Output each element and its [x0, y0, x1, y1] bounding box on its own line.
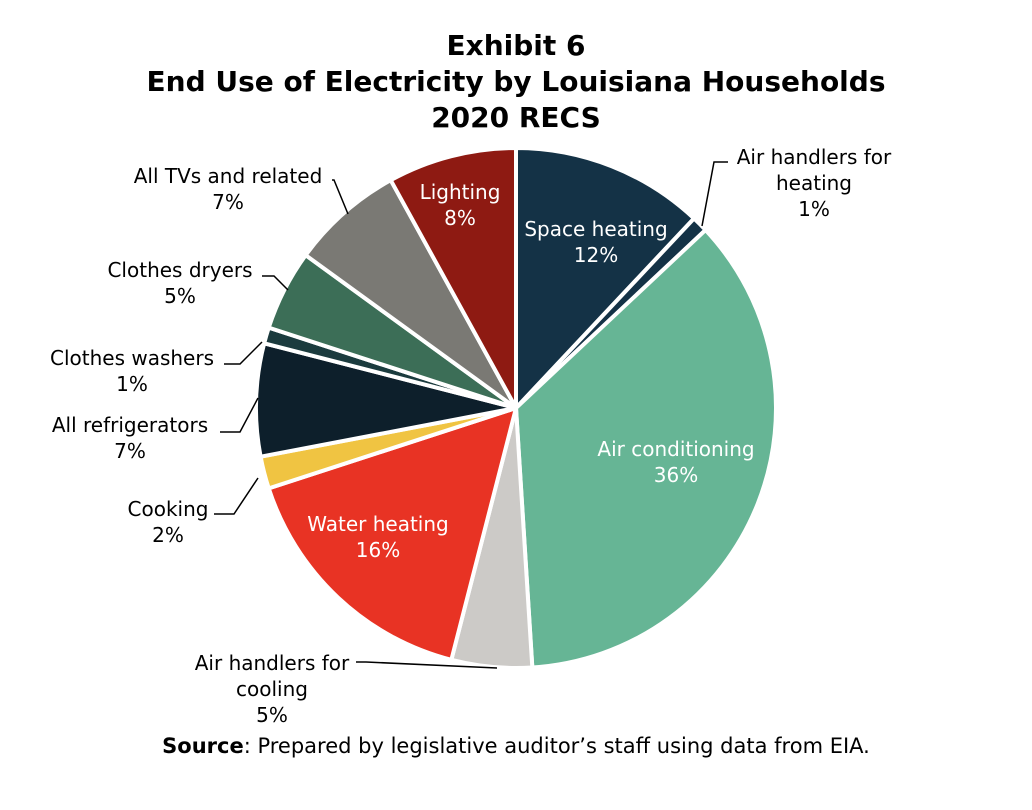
slice-value-label: 36%	[654, 463, 698, 487]
slice-label-air-handlers-for-cooling: Air handlers for cooling 5%	[195, 651, 350, 727]
slice-value-label: 2%	[152, 523, 184, 547]
slice-value-label: 1%	[798, 197, 830, 221]
source-text: : Prepared by legislative auditor’s staf…	[243, 734, 870, 758]
slice-name-label: heating	[776, 171, 852, 195]
slice-label-water-heating: Water heating 16%	[307, 512, 448, 562]
slice-value-label: 12%	[574, 243, 618, 267]
pie-slice-water-heating	[266, 406, 518, 662]
slice-name-label: Air handlers for	[195, 651, 350, 675]
chart-title-line-1: Exhibit 6	[446, 29, 586, 62]
chart-title-line-3: 2020 RECS	[431, 101, 601, 134]
slice-label-lighting: Lighting 8%	[420, 180, 501, 230]
leader-line-clothes-washers	[224, 341, 263, 365]
source-note: Source: Prepared by legislative auditor’…	[0, 734, 1032, 758]
slice-name-label: Lighting	[420, 180, 501, 204]
slice-name-label: Clothes dryers	[107, 258, 252, 282]
source-label: Source	[162, 734, 244, 758]
slice-label-air-conditioning: Air conditioning 36%	[597, 437, 754, 487]
slice-name-label: cooling	[236, 677, 308, 701]
pie-chart: Space heating 12%Air handlers for heating 1…	[50, 145, 892, 727]
slice-value-label: 5%	[164, 284, 196, 308]
pie-slice-lighting	[388, 146, 518, 410]
leader-line-all-refrigerators	[220, 397, 259, 433]
slice-label-air-handlers-for-heating: Air handlers for heating 1%	[737, 145, 892, 221]
slice-value-label: 8%	[444, 206, 476, 230]
slice-value-label: 5%	[256, 703, 288, 727]
slice-value-label: 16%	[356, 538, 400, 562]
slice-name-label: All TVs and related	[134, 164, 323, 188]
slice-label-all-refrigerators: All refrigerators 7%	[52, 413, 208, 463]
leader-line-air-handlers-for-heating	[701, 161, 728, 227]
pie-slice-space-heating	[514, 146, 696, 410]
slice-name-label: Air conditioning	[597, 437, 754, 461]
slice-name-label: Water heating	[307, 512, 448, 536]
slice-label-clothes-washers: Clothes washers 1%	[50, 346, 214, 396]
slice-label-space-heating: Space heating 12%	[524, 217, 667, 267]
leader-line-all-tvs-and-related	[332, 179, 349, 215]
slice-name-label: Clothes washers	[50, 346, 214, 370]
slice-value-label: 1%	[116, 372, 148, 396]
slice-name-label: Space heating	[524, 217, 667, 241]
leader-line-cooking	[214, 477, 259, 515]
pie-slice-air-conditioning	[514, 228, 778, 670]
slice-label-clothes-dryers: Clothes dryers 5%	[107, 258, 252, 308]
pie-slice-all-tvs-and-related	[303, 178, 518, 410]
slice-name-label: Air handlers for	[737, 145, 892, 169]
slice-name-label: All refrigerators	[52, 413, 208, 437]
slice-label-cooking: Cooking 2%	[128, 497, 209, 547]
slice-value-label: 7%	[212, 190, 244, 214]
slice-label-all-tvs-and-related: All TVs and related 7%	[134, 164, 323, 214]
slice-name-label: Cooking	[128, 497, 209, 521]
slice-value-label: 7%	[114, 439, 146, 463]
chart-title-line-2: End Use of Electricity by Louisiana Hous…	[146, 65, 886, 98]
leader-line-air-handlers-for-cooling	[356, 661, 498, 669]
leader-line-clothes-dryers	[262, 275, 289, 291]
